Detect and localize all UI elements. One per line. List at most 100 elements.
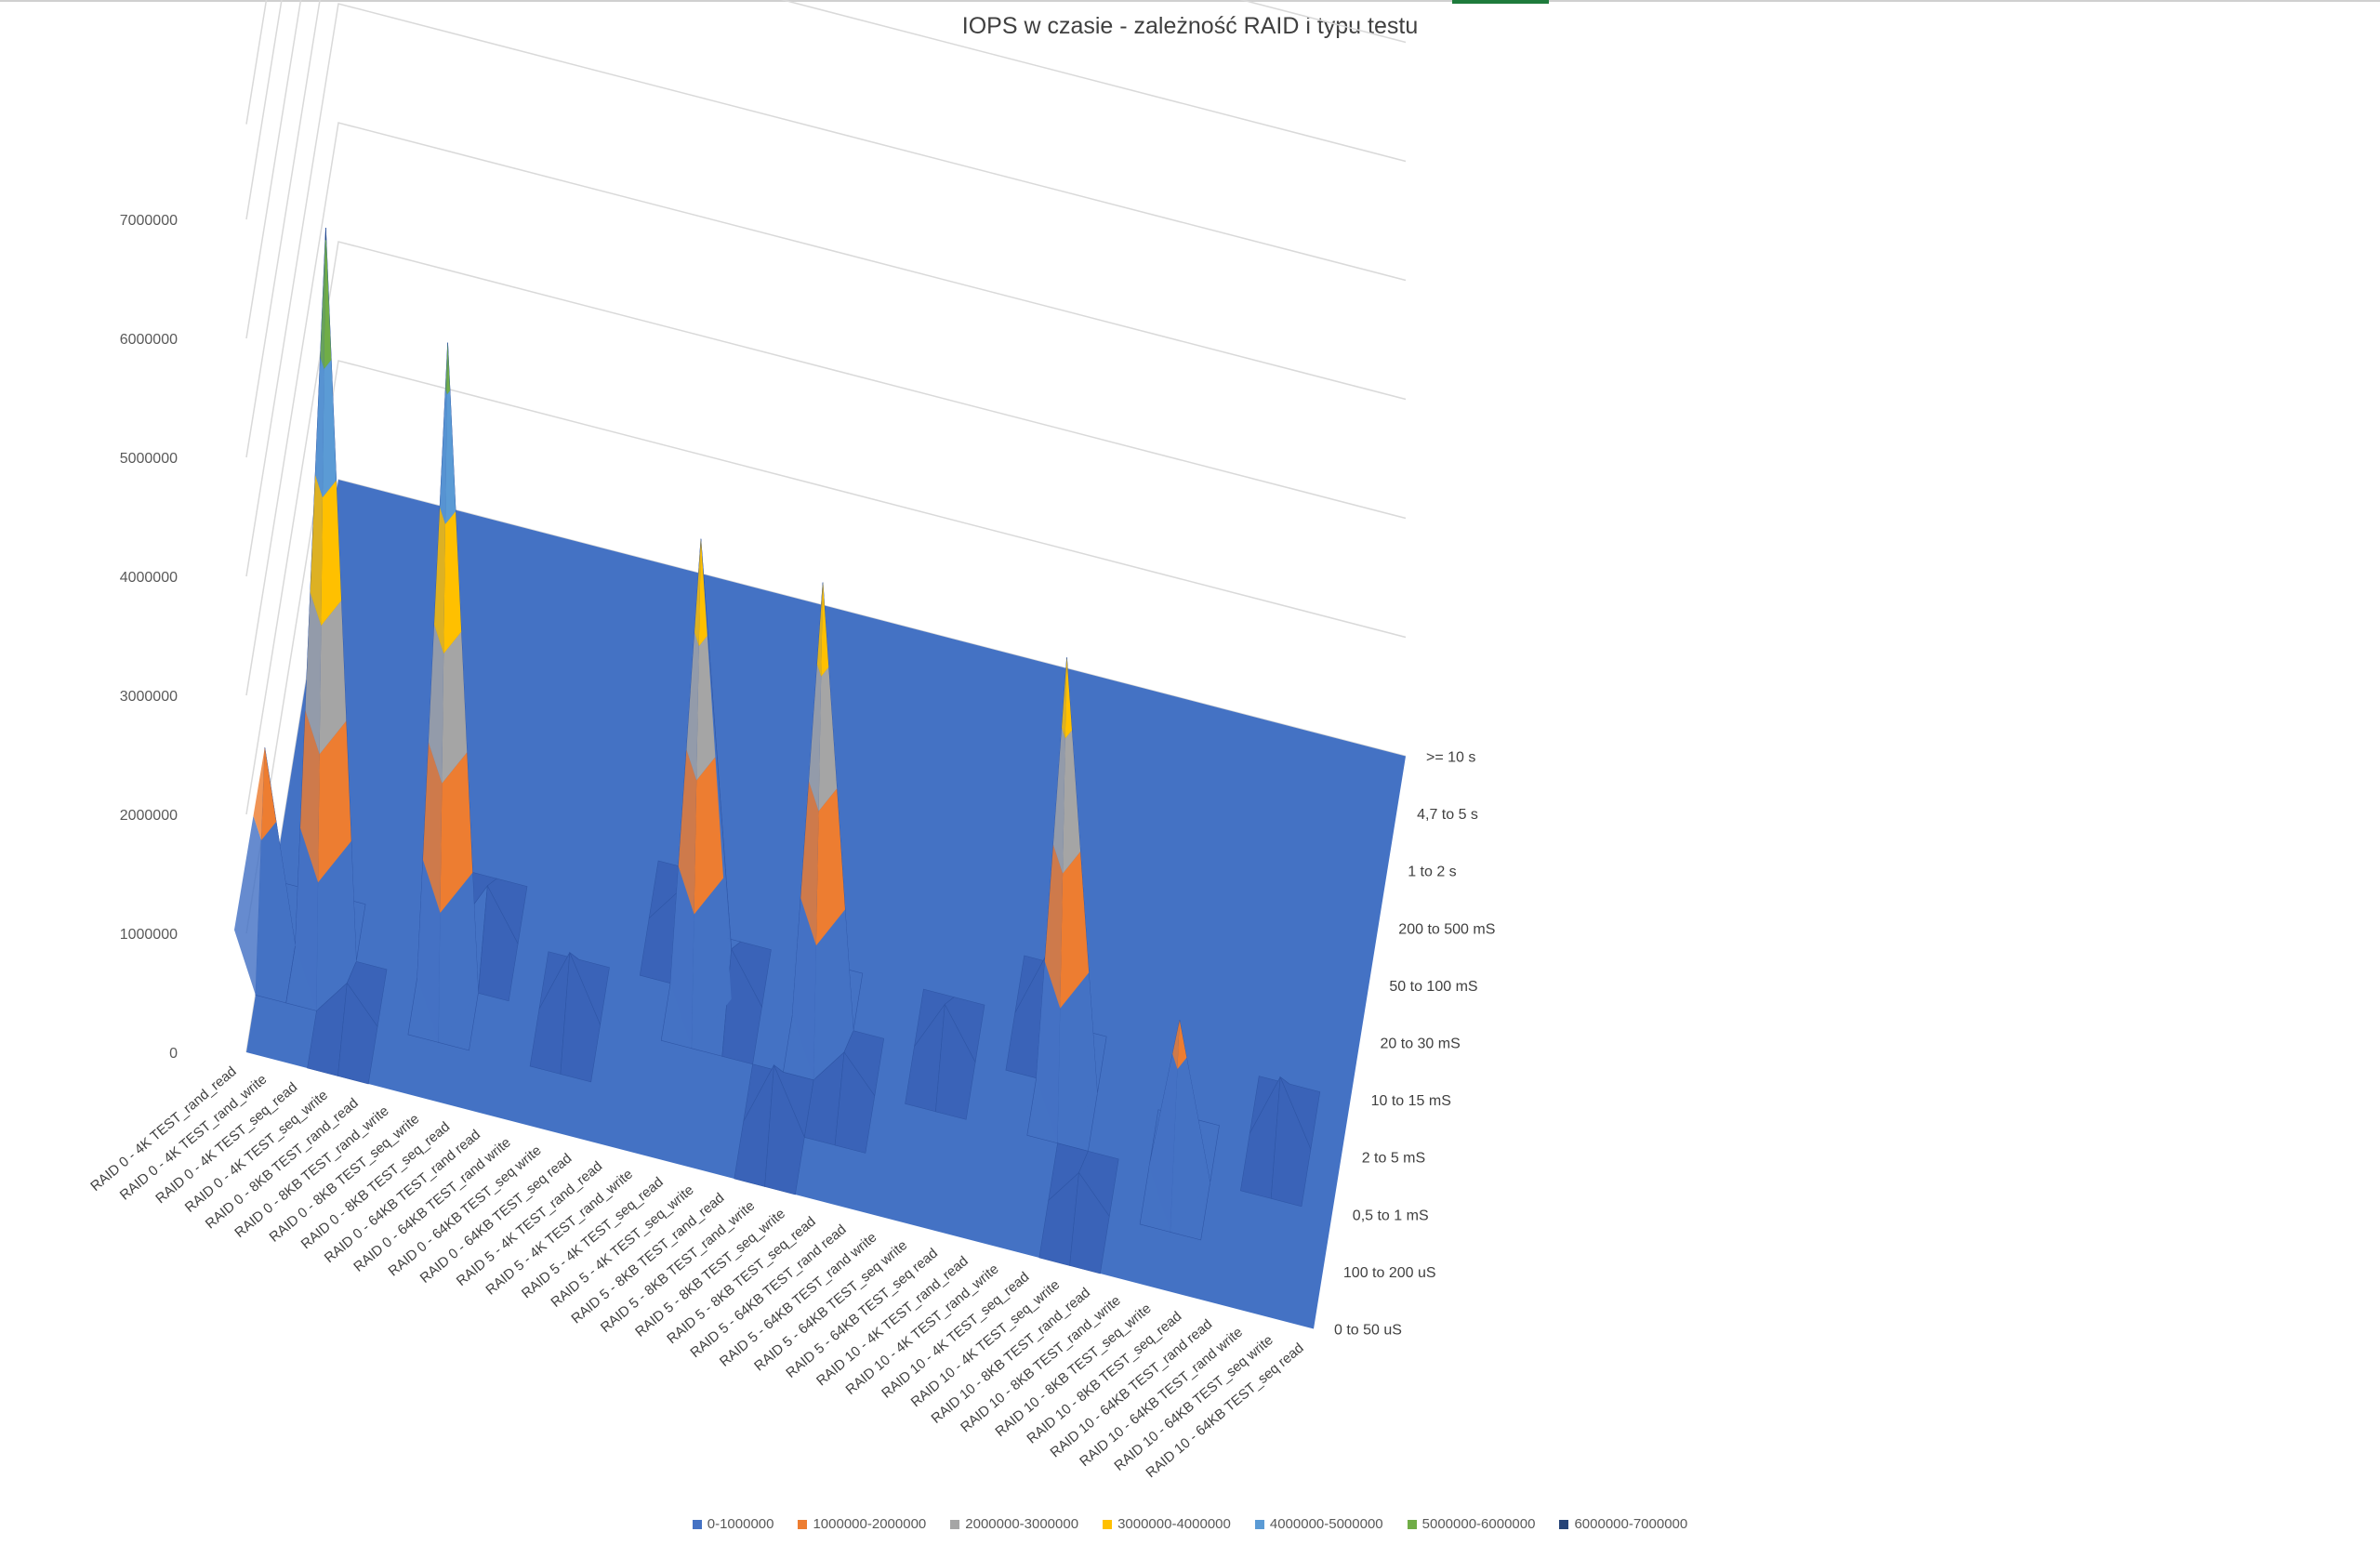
series-axis-label: 50 to 100 mS <box>1389 979 1477 995</box>
legend-swatch <box>692 1519 702 1529</box>
gridline <box>245 360 1407 934</box>
z-tick-label: 7000000 <box>120 213 178 229</box>
peak-band <box>1170 1057 1210 1233</box>
legend-item: 4000000-5000000 <box>1254 1516 1383 1532</box>
legend-item: 6000000-7000000 <box>1559 1516 1687 1532</box>
peak-band <box>234 815 262 996</box>
series-axis-label: 4,7 to 5 s <box>1417 807 1478 823</box>
legend-swatch <box>950 1519 960 1529</box>
legend-swatch <box>1407 1519 1417 1529</box>
peak-band <box>442 631 468 784</box>
gridline <box>245 122 1407 696</box>
legend-item: 3000000-4000000 <box>1103 1516 1231 1532</box>
peak-band <box>324 239 332 369</box>
peak-band <box>1172 1020 1180 1069</box>
peak-band <box>1177 1020 1187 1069</box>
peak-band <box>818 667 838 812</box>
legend-swatch <box>1254 1519 1264 1529</box>
legend-swatch <box>1559 1519 1569 1529</box>
gridline <box>245 241 1407 815</box>
peak-band <box>1036 961 1061 1143</box>
gridline <box>245 0 283 220</box>
series-axis-label: >= 10 s <box>1426 750 1475 766</box>
peak-band <box>445 390 456 524</box>
peak-band <box>428 625 444 784</box>
legend-label: 1000000-2000000 <box>813 1516 927 1532</box>
peak-band <box>792 898 816 1080</box>
peak-band <box>321 480 342 627</box>
window-accent-bar <box>1452 0 1549 4</box>
legend-label: 5000000-6000000 <box>1421 1516 1536 1532</box>
legend-item: 5000000-6000000 <box>1407 1516 1536 1532</box>
legend-item: 0-1000000 <box>692 1516 774 1532</box>
surface-cell <box>478 884 519 1002</box>
surface-cell <box>1270 1076 1312 1208</box>
peak-band <box>261 747 277 840</box>
peak-band <box>694 757 724 915</box>
series-axis-label: 0,5 to 1 mS <box>1353 1208 1429 1223</box>
series-axis-label: 10 to 15 mS <box>1371 1093 1451 1109</box>
surface-cell <box>560 952 601 1083</box>
peak-band <box>438 872 479 1043</box>
series-axis-label: 200 to 500 mS <box>1398 921 1495 937</box>
peak-band <box>310 474 323 627</box>
peak-band <box>434 507 445 654</box>
peak-band <box>315 357 324 497</box>
peak-band <box>416 859 441 1043</box>
peak-band <box>694 538 701 647</box>
peak-band <box>443 511 462 654</box>
legend-swatch <box>798 1519 808 1529</box>
legend-label: 6000000-7000000 <box>1574 1516 1688 1532</box>
z-tick-label: 2000000 <box>120 808 178 824</box>
series-axis-label: 20 to 30 mS <box>1381 1036 1461 1052</box>
legend-swatch <box>1103 1519 1113 1529</box>
gridline <box>245 0 1407 458</box>
series-axis-label: 100 to 200 uS <box>1343 1265 1436 1281</box>
series-axis-label: 1 to 2 s <box>1408 865 1456 880</box>
z-tick-label: 4000000 <box>120 570 178 586</box>
peak-band <box>295 827 319 1011</box>
peak-band <box>305 592 322 755</box>
gridline <box>245 0 1407 339</box>
peak-band <box>1063 730 1081 874</box>
legend: 0-1000000 1000000-2000000 2000000-3000000 3… <box>0 1516 2380 1532</box>
peak-band <box>686 632 699 781</box>
peak-band <box>698 538 707 647</box>
surface-cell <box>337 982 378 1085</box>
peak-band <box>300 710 320 883</box>
peak-band <box>316 840 357 1011</box>
peak-band <box>1044 844 1064 1009</box>
peak-band <box>422 742 443 913</box>
series-axis-label: 2 to 5 mS <box>1362 1151 1425 1167</box>
peak-band <box>692 878 732 1049</box>
peak-band <box>815 788 845 946</box>
peak-band <box>1057 972 1098 1143</box>
z-tick-label: 6000000 <box>120 332 178 348</box>
peak-band <box>1060 852 1090 1009</box>
peak-band <box>1052 727 1065 874</box>
gridline <box>245 3 1407 577</box>
peak-band <box>446 342 450 395</box>
series-axis-label: 0 to 50 uS <box>1334 1323 1402 1339</box>
surface-cell <box>1069 1171 1110 1274</box>
peak-band <box>678 749 697 915</box>
peak-band <box>670 865 694 1049</box>
legend-label: 2000000-3000000 <box>965 1516 1079 1532</box>
z-tick-label: 3000000 <box>120 689 178 705</box>
legend-label: 3000000-4000000 <box>1117 1516 1231 1532</box>
peak-band <box>800 781 819 946</box>
peak-band <box>809 664 822 812</box>
surface-cell <box>834 1051 876 1154</box>
peak-band <box>1062 657 1067 739</box>
peak-band <box>821 582 829 677</box>
peak-band <box>696 636 716 781</box>
peak-band <box>324 228 326 241</box>
surface-cell <box>764 1064 805 1195</box>
peak-band <box>816 582 824 677</box>
legend-item: 1000000-2000000 <box>798 1516 926 1532</box>
peak-band <box>325 228 326 241</box>
z-tick-label: 1000000 <box>120 927 178 943</box>
legend-item: 2000000-3000000 <box>950 1516 1078 1532</box>
